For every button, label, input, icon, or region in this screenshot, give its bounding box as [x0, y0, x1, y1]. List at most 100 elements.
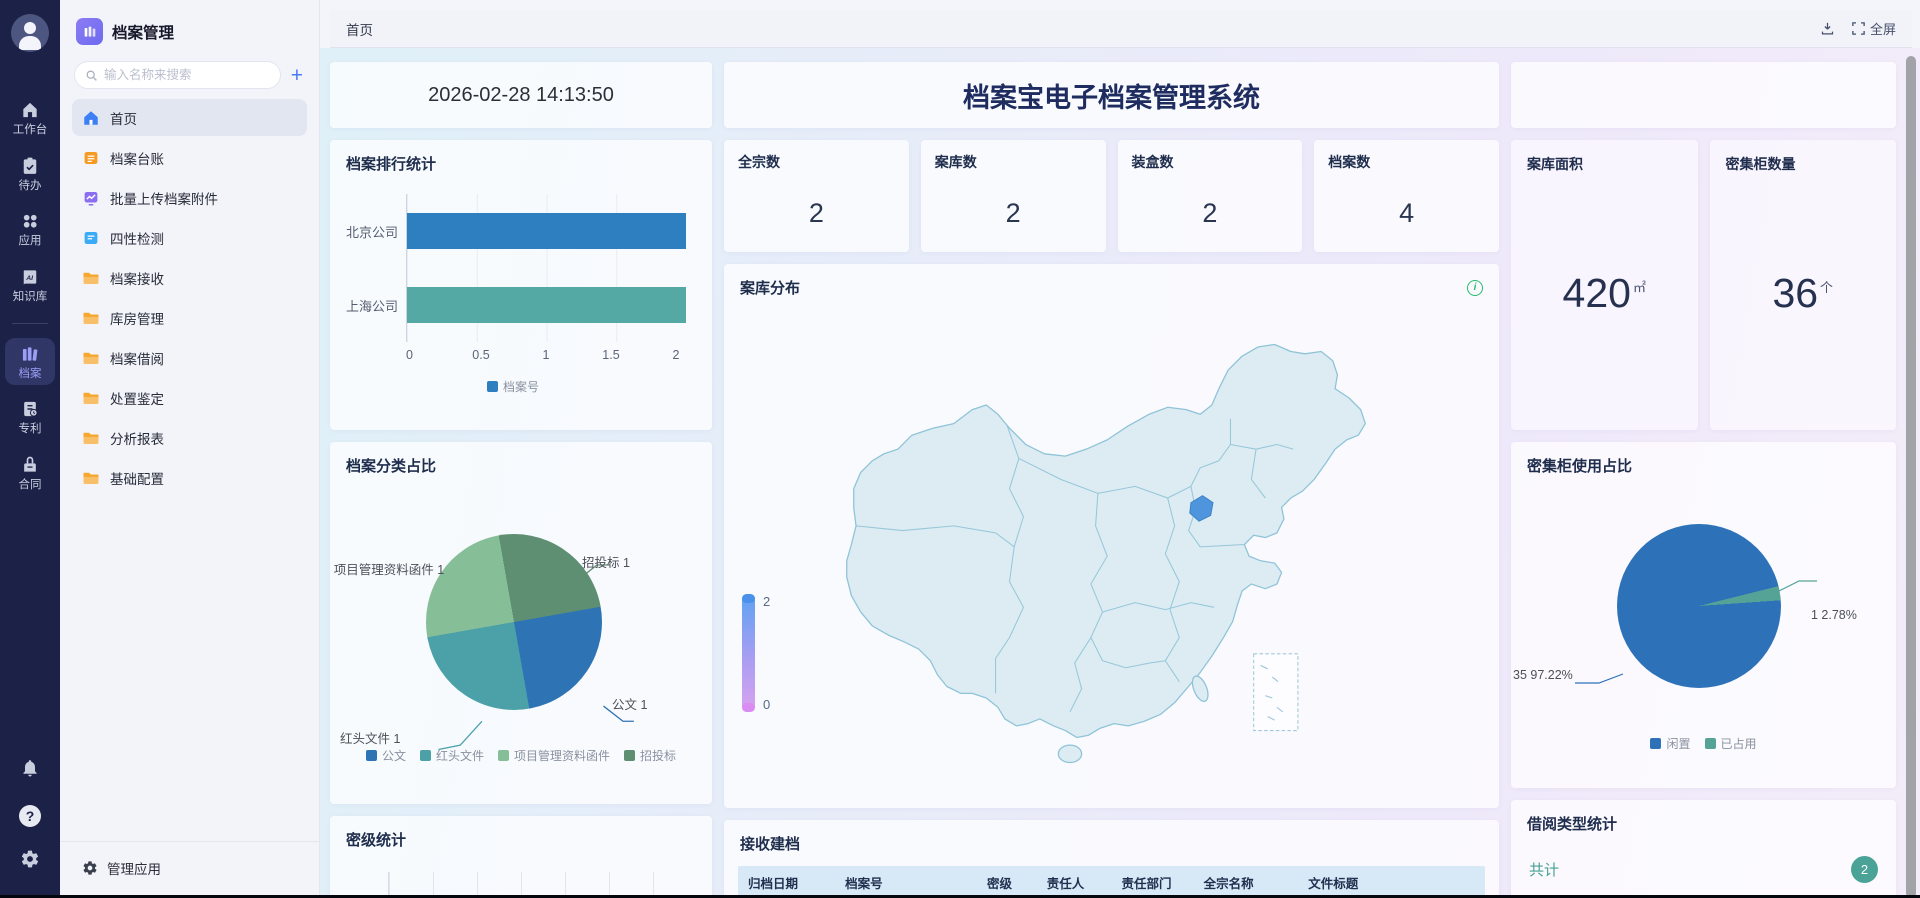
secret-level-chart	[388, 872, 694, 898]
add-button[interactable]: +	[290, 63, 303, 87]
column-header-密级: 密级	[987, 876, 1013, 891]
column-header-归档日期: 归档日期	[748, 876, 799, 891]
stat-value: 36 个	[1772, 270, 1834, 316]
svg-text:AI: AI	[25, 275, 34, 282]
app-logo-icon	[76, 18, 103, 45]
legend-swatch	[486, 381, 498, 392]
avatar-icon	[24, 22, 36, 34]
avatar-icon	[19, 36, 41, 50]
legend-item[interactable]: 公文	[365, 747, 406, 764]
rail-item-label: 专利	[18, 423, 42, 436]
settings-icon	[83, 861, 97, 875]
rail-item-知识库[interactable]: AI 知识库	[5, 261, 55, 309]
rail-divider	[12, 322, 48, 324]
ledger-icon	[82, 149, 100, 167]
search-box[interactable]	[74, 61, 281, 89]
sidebar-item-分析报表[interactable]: 分析报表	[72, 419, 307, 456]
stat-card-案库面积: 案库面积 420 ㎡	[1511, 140, 1698, 430]
sidebar-item-批量上传档案附件[interactable]: 批量上传档案附件	[72, 179, 307, 216]
legend-item[interactable]: 闲置	[1650, 735, 1691, 752]
x-tick: 1	[542, 348, 550, 362]
left-column: 2026-02-28 14:13:50 档案排行统计 北京公司 上海公司 0 0.5…	[330, 62, 712, 898]
folder-icon	[82, 349, 100, 367]
legend-item[interactable]: 项目管理资料函件	[498, 747, 610, 764]
tab-home[interactable]: 首页	[346, 22, 373, 38]
datetime-text: 2026-02-28 14:13:50	[428, 83, 614, 106]
help-icon[interactable]: ?	[19, 805, 41, 827]
sidebar-item-label: 批量上传档案附件	[110, 191, 218, 207]
legend-swatch	[624, 750, 636, 761]
scrollbar-thumb[interactable]	[1906, 56, 1916, 898]
rail-item-label: 知识库	[12, 290, 48, 303]
pie-callout-项目管理资料函件: 项目管理资料函件 1	[333, 563, 445, 577]
legend-item[interactable]: 招投标	[624, 747, 676, 764]
sidebar-item-档案台账[interactable]: 档案台账	[72, 139, 307, 176]
sidebar-item-四性检测[interactable]: 四性检测	[72, 219, 307, 256]
map-highlight-beijing	[1189, 495, 1214, 522]
sidebar-item-label: 档案借阅	[110, 351, 164, 367]
bar-上海公司	[407, 287, 686, 323]
todo-icon	[20, 156, 40, 176]
archive-category-card: 档案分类占比 项目管理资料函件 1 招投标 1 公文 1 红头文件 1 公文 红头文件项…	[330, 442, 712, 804]
rail-item-label: 应用	[18, 235, 42, 248]
scrollbar-track	[1904, 54, 1918, 898]
sidebar-item-档案接收[interactable]: 档案接收	[72, 259, 307, 296]
settings-icon[interactable]	[20, 849, 40, 874]
page-title: 档案宝电子档案管理系统	[963, 82, 1260, 113]
rail-item-待办[interactable]: 待办	[5, 150, 55, 198]
sidebar-item-首页[interactable]: 首页	[72, 99, 307, 136]
sidebar: 档案管理 + 首页档案台账批量上传档案附件四性检测档案接收库房管理档案借阅处置鉴…	[60, 0, 320, 898]
stat-card-全宗数: 全宗数 2	[724, 140, 909, 252]
count-badge: 2	[1851, 856, 1878, 883]
rail-item-label: 档案	[18, 367, 42, 380]
banner-spacer-card	[1511, 62, 1896, 128]
legend-item[interactable]: 红头文件	[419, 747, 484, 764]
pie-callout-公文: 公文 1	[612, 698, 648, 712]
folder-icon	[82, 469, 100, 487]
sidebar-item-库房管理[interactable]: 库房管理	[72, 299, 307, 336]
stat-value: 420 ㎡	[1562, 270, 1646, 316]
search-input[interactable]	[104, 68, 270, 82]
rail-bottom: ?	[19, 758, 41, 898]
cabinet-usage-chart: 35 97.22% 1 2.78% 闲置 已占用	[1511, 476, 1896, 766]
manage-apps-button[interactable]: 管理应用	[60, 841, 319, 898]
main-area: 首页 全屏 2026-02-28 14:13:50 档案排行统计	[320, 0, 1920, 898]
info-icon[interactable]: i	[1467, 279, 1483, 296]
stat-card-案库数: 案库数 2	[920, 140, 1106, 252]
dashboard: 2026-02-28 14:13:50 档案排行统计 北京公司 上海公司 0 0.5…	[320, 48, 1920, 898]
stat-label: 装盒数	[1131, 154, 1174, 170]
sidebar-item-档案借阅[interactable]: 档案借阅	[72, 339, 307, 376]
archive-ranking-chart: 北京公司 上海公司 0 0.5 1 1.5 2 档案号	[330, 174, 712, 395]
rail-item-专利[interactable]: 专利	[5, 393, 55, 441]
stat-value: 4	[1399, 198, 1415, 228]
table-header-row: 归档日期 档案号 密级 责任人 责任部门 全宗名称 文件标题	[738, 866, 1485, 898]
sidebar-item-label: 四性检测	[110, 231, 164, 247]
rail-item-档案[interactable]: 档案	[5, 337, 55, 386]
x-tick: 2	[672, 348, 680, 362]
stat-value: 2	[1202, 198, 1218, 228]
fullscreen-icon	[1852, 22, 1865, 35]
legend-item[interactable]: 已占用	[1704, 735, 1757, 752]
download-button[interactable]	[1820, 21, 1835, 36]
sidebar-menu: 首页 档案台账批量上传档案附件 四性检测档案接收 库房管理档案借阅处置鉴定 分析报表 基础…	[60, 99, 319, 499]
patent-icon	[20, 399, 40, 419]
fullscreen-button[interactable]: 全屏	[1851, 19, 1896, 38]
rail-item-合同[interactable]: 合同	[5, 449, 55, 497]
rail-item-应用[interactable]: 应用	[5, 205, 55, 253]
x-tick: 1.5	[602, 348, 620, 362]
rail-item-label: 待办	[18, 179, 42, 192]
legend-item[interactable]: 档案号	[486, 378, 539, 395]
stat-card-密集柜数量: 密集柜数量 36 个	[1709, 140, 1896, 430]
bell-icon[interactable]	[20, 758, 40, 783]
search-row: +	[60, 57, 319, 99]
stat-label: 案库面积	[1527, 156, 1583, 172]
china-map[interactable]	[764, 298, 1469, 798]
right-column: 案库面积 420 ㎡ 密集柜数量 36 个 密集柜使用占比 35 97.22% 1 2.78…	[1511, 62, 1896, 898]
sidebar-item-处置鉴定[interactable]: 处置鉴定	[72, 379, 307, 416]
sidebar-item-基础配置[interactable]: 基础配置	[72, 459, 307, 496]
stat-label: 案库数	[934, 154, 977, 170]
user-avatar[interactable]	[11, 14, 49, 52]
archive-category-chart: 项目管理资料函件 1 招投标 1 公文 1 红头文件 1 公文 红头文件 项目管理资料函件…	[330, 476, 712, 776]
rail-item-工作台[interactable]: 工作台	[5, 94, 55, 142]
